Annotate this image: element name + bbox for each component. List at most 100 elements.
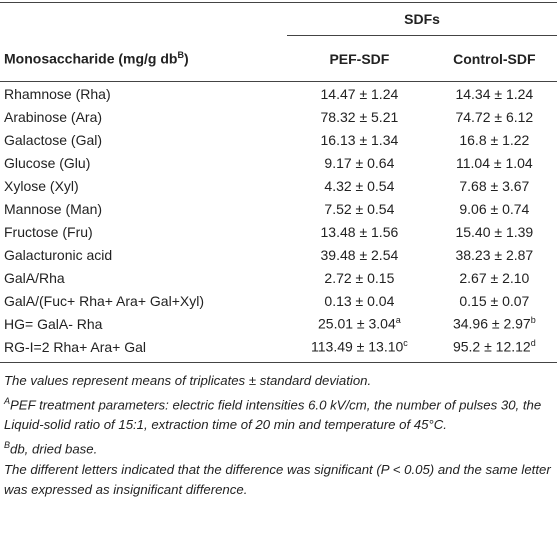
table-cell: 7.68 ± 3.67: [432, 174, 557, 197]
table-row: Xylose (Xyl) 4.32 ± 0.54 7.68 ± 3.67: [0, 174, 557, 197]
cell-text: 2.67 ± 2.10: [459, 269, 530, 286]
footnote-text: The different letters indicated that the…: [4, 461, 551, 497]
cell-text: 7.52 ± 0.54: [324, 200, 395, 217]
cell-text: ): [183, 50, 189, 67]
cell-text: HG= GalA- Rha: [4, 315, 103, 332]
table-cell: 11.04 ± 1.04: [432, 151, 557, 174]
superscript: c: [403, 338, 408, 349]
table-cell: 0.15 ± 0.07: [432, 289, 557, 312]
cell-text: 25.01 ± 3.04: [318, 315, 396, 332]
cell-text: 0.13 ± 0.04: [324, 292, 395, 309]
table-row: Rhamnose (Rha) 14.47 ± 1.24 14.34 ± 1.24: [0, 82, 557, 106]
header-cell: PEF-SDF: [287, 35, 432, 82]
table-cell: 38.23 ± 2.87: [432, 243, 557, 266]
footnote: Bdb, dried base.: [4, 435, 553, 459]
table-cell: 14.47 ± 1.24: [287, 82, 432, 106]
table-row: Fructose (Fru) 13.48 ± 1.56 15.40 ± 1.39: [0, 220, 557, 243]
footnote-text: db, dried base.: [10, 441, 98, 457]
table-cell: GalA/Rha: [0, 266, 287, 289]
header-cell: Monosaccharide (mg/g dbB): [0, 35, 288, 82]
table-head: SDFs Monosaccharide (mg/g dbB) PEF-SDF Cont…: [0, 2, 557, 82]
cell-text: 4.32 ± 0.54: [324, 177, 395, 194]
cell-text: Mannose (Man): [4, 200, 103, 217]
group-row: SDFs: [0, 2, 557, 36]
table-row: Galactose (Gal) 16.13 ± 1.34 16.8 ± 1.22: [0, 128, 557, 151]
cell-text: Fructose (Fru): [4, 223, 93, 240]
cell-text: 9.17 ± 0.64: [324, 154, 395, 171]
cell-text: 15.40 ± 1.39: [455, 223, 534, 240]
footnote: The different letters indicated that the…: [4, 460, 553, 500]
table-cell: 78.32 ± 5.21: [287, 105, 432, 128]
table-cell: Mannose (Man): [0, 197, 287, 220]
header-row: Monosaccharide (mg/g dbB) PEF-SDF Control-…: [0, 35, 557, 82]
cell-text: 9.06 ± 0.74: [459, 200, 530, 217]
table-cell: 15.40 ± 1.39: [432, 220, 557, 243]
superscript: b: [530, 315, 536, 326]
cell-text: 2.72 ± 0.15: [324, 269, 395, 286]
table-row: Mannose (Man) 7.52 ± 0.54 9.06 ± 0.74: [0, 197, 557, 220]
cell-text: 34.96 ± 2.97: [452, 315, 531, 332]
footnote: APEF treatment parameters: electric fiel…: [4, 391, 553, 435]
table-row: GalA/Rha 2.72 ± 0.15 2.67 ± 2.10: [0, 266, 557, 289]
table-cell: 16.13 ± 1.34: [287, 128, 432, 151]
cell-text: 16.13 ± 1.34: [320, 131, 399, 148]
cell-text: 38.23 ± 2.87: [455, 246, 534, 263]
superscript: a: [395, 315, 401, 326]
table-cell: Arabinose (Ara): [0, 105, 287, 128]
table-cell: 0.13 ± 0.04: [287, 289, 432, 312]
table-cell: Xylose (Xyl): [0, 174, 287, 197]
cell-text: GalA/Rha: [4, 269, 65, 286]
cell-text: RG-I=2 Rha+ Ara+ Gal: [4, 338, 147, 355]
table-cell: 7.52 ± 0.54: [287, 197, 432, 220]
cell-text: 13.48 ± 1.56: [320, 223, 399, 240]
footnote: The values represent means of triplicate…: [4, 371, 553, 391]
cell-text: 16.8 ± 1.22: [459, 131, 530, 148]
table-cell: 113.49 ± 13.10c: [287, 335, 432, 363]
cell-text: 0.15 ± 0.07: [459, 292, 530, 309]
table-cell: Fructose (Fru): [0, 220, 287, 243]
superscript: B: [177, 49, 184, 60]
table-cell: 16.8 ± 1.22: [432, 128, 557, 151]
cell-text: Galactose (Gal): [4, 131, 103, 148]
table-cell: 13.48 ± 1.56: [287, 220, 432, 243]
data-table: SDFs Monosaccharide (mg/g dbB) PEF-SDF Cont…: [0, 2, 557, 363]
table-row: Galacturonic acid 39.48 ± 2.54 38.23 ± 2.8…: [0, 243, 557, 266]
table-cell: 2.72 ± 0.15: [287, 266, 432, 289]
cell-text: 11.04 ± 1.04: [455, 154, 533, 171]
table-cell: RG-I=2 Rha+ Ara+ Gal: [0, 335, 288, 363]
footnote-text: PEF treatment parameters: electric field…: [4, 397, 542, 433]
group-header: SDFs: [287, 2, 557, 36]
table-cell: 39.48 ± 2.54: [287, 243, 432, 266]
cell-text: Control-SDF: [453, 50, 536, 67]
cell-text: 78.32 ± 5.21: [320, 108, 399, 125]
cell-text: 39.48 ± 2.54: [320, 246, 399, 263]
table-cell: 14.34 ± 1.24: [432, 82, 557, 106]
table-cell: 34.96 ± 2.97b: [432, 312, 557, 335]
cell-text: Xylose (Xyl): [4, 177, 79, 194]
cell-text: Arabinose (Ara): [4, 108, 103, 125]
table-cell: 2.67 ± 2.10: [432, 266, 557, 289]
table-row: Arabinose (Ara) 78.32 ± 5.21 74.72 ± 6.12: [0, 105, 557, 128]
cell-text: 95.2 ± 12.12: [452, 338, 531, 355]
cell-text: 74.72 ± 6.12: [455, 108, 534, 125]
table-cell: 25.01 ± 3.04a: [287, 312, 432, 335]
table-cell: 4.32 ± 0.54: [287, 174, 432, 197]
cell-text: Glucose (Glu): [4, 154, 91, 171]
table-row: RG-I=2 Rha+ Ara+ Gal 113.49 ± 13.10c 95.2 …: [0, 335, 557, 363]
table-cell: HG= GalA- Rha: [0, 312, 287, 335]
table-cell: Galacturonic acid: [0, 243, 287, 266]
cell-text: 113.49 ± 13.10: [311, 338, 404, 355]
footnotes: The values represent means of triplicate…: [0, 363, 557, 500]
superscript: A: [4, 396, 11, 406]
superscript: B: [4, 440, 11, 451]
table-body: Rhamnose (Rha) 14.47 ± 1.24 14.34 ± 1.24 Ar…: [0, 82, 557, 363]
table-row: GalA/(Fuc+ Rha+ Ara+ Gal+Xyl) 0.13 ± 0.04…: [0, 289, 557, 312]
footnote-text: The values represent means of triplicate…: [4, 373, 372, 388]
header-cell: Control-SDF: [431, 35, 557, 82]
cell-text: 14.34 ± 1.24: [455, 85, 534, 102]
table-row: Glucose (Glu) 9.17 ± 0.64 11.04 ± 1.04: [0, 151, 557, 174]
cell-text: GalA/(Fuc+ Rha+ Ara+ Gal+Xyl): [4, 292, 204, 309]
table-cell: Glucose (Glu): [0, 151, 287, 174]
header-cell: [0, 2, 288, 36]
